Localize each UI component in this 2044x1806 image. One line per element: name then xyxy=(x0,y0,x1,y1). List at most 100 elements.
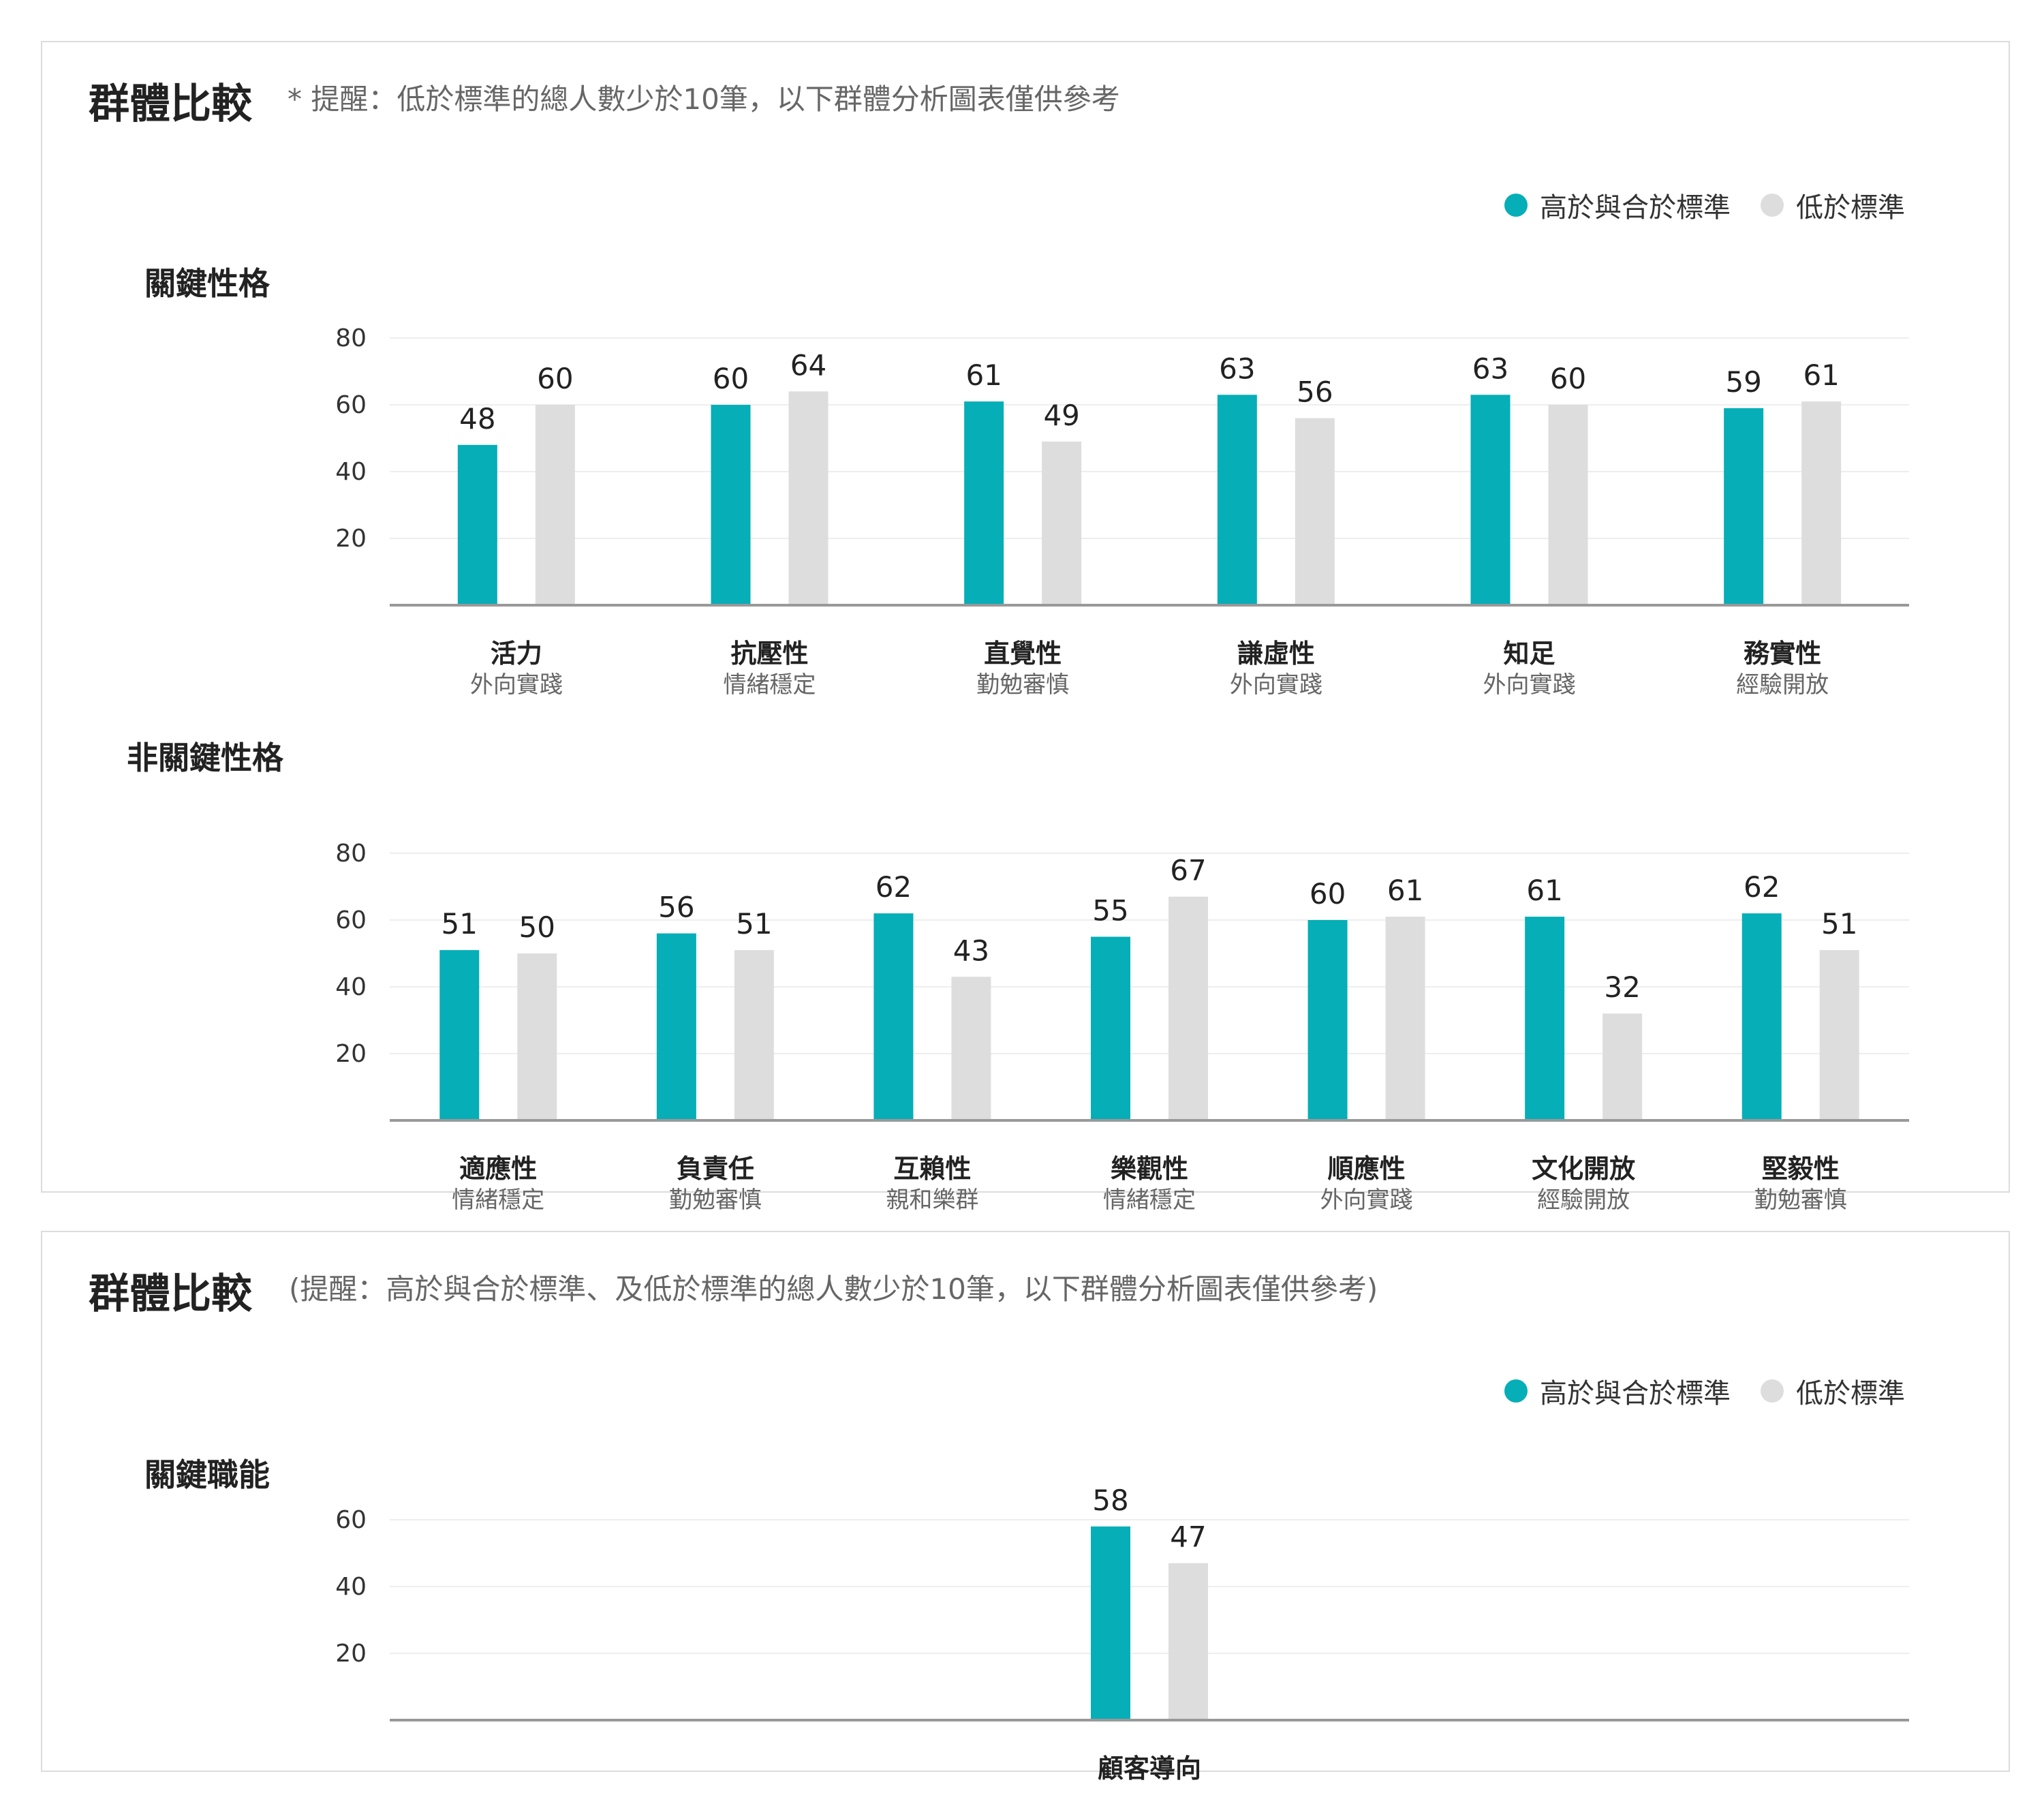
data-label: 60 xyxy=(1550,362,1586,395)
legend-dot-above-icon xyxy=(1504,1379,1528,1403)
bar-below-standard xyxy=(1819,950,1859,1120)
data-label: 50 xyxy=(519,910,555,944)
card-title: 群體比較 xyxy=(89,80,252,128)
data-label: 47 xyxy=(1170,1520,1206,1554)
chart-legend: 高於與合於標準 低於標準 xyxy=(1474,1371,1905,1411)
legend-dot-above-icon xyxy=(1504,194,1528,217)
category-sublabel: 勤勉審慎 xyxy=(669,1187,762,1214)
data-label: 60 xyxy=(537,362,573,395)
bar-above-standard xyxy=(1470,395,1511,605)
y-tick-label: 20 xyxy=(335,1640,367,1668)
bar-above-standard xyxy=(964,401,1004,605)
bar-above-standard xyxy=(1217,395,1257,605)
legend-label-below: 低於標準 xyxy=(1796,1378,1905,1409)
bar-below-standard xyxy=(1801,401,1842,605)
data-label: 61 xyxy=(1803,358,1839,392)
card-title: 群體比較 xyxy=(89,1270,252,1318)
category-label: 互賴性 xyxy=(893,1154,971,1184)
y-tick-label: 40 xyxy=(335,1573,367,1601)
data-label: 62 xyxy=(876,870,912,904)
data-label: 62 xyxy=(1744,870,1780,904)
data-label: 58 xyxy=(1092,1484,1128,1517)
section-label-key-competency: 關鍵職能 xyxy=(144,1456,270,1493)
bar-below-standard xyxy=(951,977,991,1120)
bar-above-standard xyxy=(1525,917,1565,1120)
bar-above-standard xyxy=(1091,936,1130,1120)
y-tick-label: 60 xyxy=(335,1506,367,1534)
data-label: 63 xyxy=(1219,352,1255,385)
section-label-nonkey-personality: 非關鍵性格 xyxy=(127,739,283,776)
legend-label-above: 高於與合於標準 xyxy=(1540,1378,1731,1409)
bar-below-standard xyxy=(788,391,829,605)
group-comparison-card-personality: 群體比較 * 提醒：低於標準的總人數少於10筆，以下群體分析圖表僅供參考 高於與… xyxy=(41,41,2010,1214)
data-label: 60 xyxy=(713,362,749,395)
category-label: 堅毅性 xyxy=(1762,1154,1840,1184)
bar-below-standard xyxy=(1295,418,1335,605)
category-sublabel: 外向實踐 xyxy=(1320,1187,1413,1214)
bar-below-standard xyxy=(1168,1563,1208,1720)
category-label: 適應性 xyxy=(459,1154,537,1184)
legend-item-below: 低於標準 xyxy=(1761,1371,1905,1411)
bar-below-standard xyxy=(1168,896,1208,1120)
data-label: 67 xyxy=(1170,854,1206,887)
data-label: 59 xyxy=(1725,365,1761,399)
data-label: 51 xyxy=(442,907,478,940)
category-sublabel: 情緒穩定 xyxy=(724,671,816,699)
data-label: 60 xyxy=(1310,877,1346,910)
bar-above-standard xyxy=(1307,920,1348,1120)
bar-chart-key-competency: 20 40 60 58 47 顧客導向 xyxy=(335,1484,1909,1784)
category-sublabel: 外向實踐 xyxy=(1230,671,1322,699)
bar-below-standard xyxy=(517,953,557,1120)
y-tick-label: 40 xyxy=(335,973,367,1001)
bar-above-standard xyxy=(711,405,751,605)
category-sublabel: 情緒穩定 xyxy=(1103,1187,1196,1214)
category-label: 文化開放 xyxy=(1532,1154,1635,1184)
legend-item-below: 低於標準 xyxy=(1761,185,1905,225)
legend-label-above: 高於與合於標準 xyxy=(1540,192,1731,224)
category-sublabel: 勤勉審慎 xyxy=(1754,1187,1847,1214)
bar-below-standard xyxy=(535,405,575,605)
data-label: 64 xyxy=(790,348,826,382)
category-sublabel: 經驗開放 xyxy=(1537,1187,1630,1214)
data-label: 56 xyxy=(1297,376,1333,409)
y-tick-label: 60 xyxy=(335,391,367,419)
category-sublabel: 勤勉審慎 xyxy=(976,671,1069,699)
legend-dot-below-icon xyxy=(1761,194,1784,217)
data-label: 51 xyxy=(1821,907,1857,940)
bar-above-standard xyxy=(1724,408,1764,605)
category-label: 負責任 xyxy=(677,1154,754,1184)
legend-item-above: 高於與合於標準 xyxy=(1504,1371,1731,1411)
bar-below-standard xyxy=(1602,1013,1643,1120)
category-label: 謙虛性 xyxy=(1237,639,1315,669)
category-label: 顧客導向 xyxy=(1098,1754,1201,1784)
y-tick-label: 80 xyxy=(335,840,367,868)
bar-above-standard xyxy=(439,950,480,1120)
data-label: 43 xyxy=(953,934,989,967)
legend-item-above: 高於與合於標準 xyxy=(1504,185,1731,225)
data-label: 51 xyxy=(736,907,772,940)
category-label: 樂觀性 xyxy=(1111,1154,1188,1184)
category-label: 務實性 xyxy=(1744,639,1821,669)
y-tick-label: 20 xyxy=(335,525,367,553)
data-label: 61 xyxy=(965,358,1002,392)
category-sublabel: 情緒穩定 xyxy=(452,1187,544,1214)
data-label: 56 xyxy=(658,891,694,924)
bar-below-standard xyxy=(1385,917,1425,1120)
legend-label-below: 低於標準 xyxy=(1796,192,1905,224)
data-label: 61 xyxy=(1387,874,1423,907)
card-note: (提醒：高於與合於標準、及低於標準的總人數少於10筆，以下群體分析圖表僅供參考) xyxy=(289,1272,1378,1306)
bar-below-standard xyxy=(1042,441,1082,605)
group-comparison-card-competency: 群體比較 (提醒：高於與合於標準、及低於標準的總人數少於10筆，以下群體分析圖表… xyxy=(41,1231,2010,1784)
card-note: * 提醒：低於標準的總人數少於10筆，以下群體分析圖表僅供參考 xyxy=(288,82,1120,116)
legend-dot-below-icon xyxy=(1761,1379,1784,1403)
category-label: 知足 xyxy=(1503,639,1555,669)
bar-above-standard xyxy=(457,444,497,605)
bar-above-standard xyxy=(1091,1526,1130,1720)
data-label: 32 xyxy=(1604,970,1640,1004)
category-sublabel: 經驗開放 xyxy=(1736,671,1829,699)
bar-below-standard xyxy=(734,950,774,1120)
y-tick-label: 80 xyxy=(335,324,367,352)
chart-legend: 高於與合於標準 低於標準 xyxy=(1474,185,1905,225)
